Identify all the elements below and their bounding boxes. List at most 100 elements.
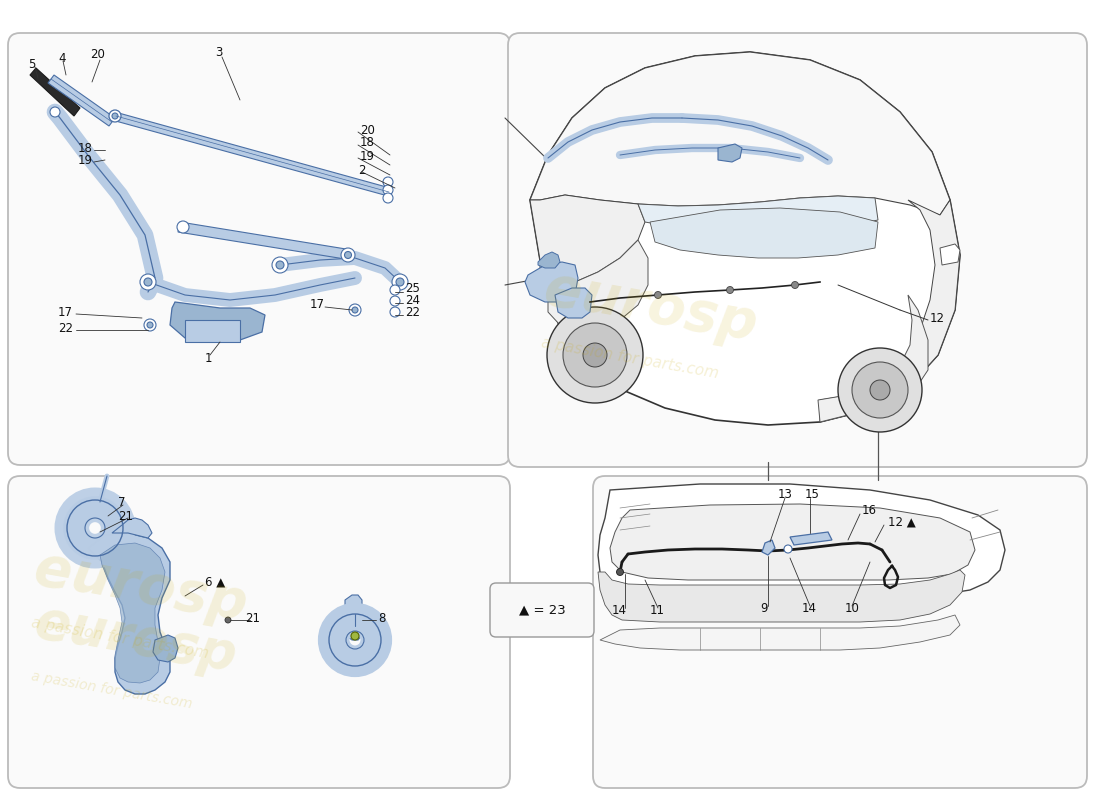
Circle shape bbox=[226, 617, 231, 623]
Polygon shape bbox=[610, 504, 975, 580]
Text: 10: 10 bbox=[845, 602, 860, 614]
Circle shape bbox=[726, 286, 734, 294]
Polygon shape bbox=[153, 635, 178, 662]
Text: eurosp: eurosp bbox=[30, 542, 252, 632]
Circle shape bbox=[276, 261, 284, 269]
Text: 4: 4 bbox=[58, 51, 66, 65]
Circle shape bbox=[870, 380, 890, 400]
Text: 17: 17 bbox=[310, 298, 324, 311]
Circle shape bbox=[838, 348, 922, 432]
Circle shape bbox=[396, 278, 404, 286]
Polygon shape bbox=[530, 52, 950, 215]
Polygon shape bbox=[718, 144, 743, 162]
Circle shape bbox=[792, 282, 799, 289]
Text: 6 ▲: 6 ▲ bbox=[205, 575, 225, 589]
FancyBboxPatch shape bbox=[508, 33, 1087, 467]
Circle shape bbox=[109, 110, 121, 122]
Circle shape bbox=[383, 193, 393, 203]
Text: 14: 14 bbox=[612, 603, 627, 617]
Text: 25: 25 bbox=[405, 282, 420, 294]
Text: 1: 1 bbox=[205, 351, 212, 365]
Polygon shape bbox=[170, 302, 265, 342]
Polygon shape bbox=[940, 244, 960, 265]
Polygon shape bbox=[112, 518, 152, 538]
Text: 12: 12 bbox=[930, 311, 945, 325]
Polygon shape bbox=[638, 196, 878, 234]
Circle shape bbox=[547, 307, 644, 403]
Polygon shape bbox=[540, 240, 648, 330]
Text: eurosp: eurosp bbox=[30, 596, 241, 683]
Text: 24: 24 bbox=[405, 294, 420, 306]
Circle shape bbox=[341, 248, 355, 262]
Polygon shape bbox=[762, 540, 776, 555]
Circle shape bbox=[349, 304, 361, 316]
Polygon shape bbox=[530, 52, 960, 425]
Text: 7: 7 bbox=[118, 495, 125, 509]
Text: 8: 8 bbox=[378, 611, 385, 625]
Circle shape bbox=[383, 177, 393, 187]
Polygon shape bbox=[178, 222, 352, 260]
Text: 18: 18 bbox=[360, 137, 375, 150]
Circle shape bbox=[563, 323, 627, 387]
Circle shape bbox=[140, 274, 156, 290]
Polygon shape bbox=[112, 112, 390, 196]
Text: 9: 9 bbox=[760, 602, 768, 614]
Polygon shape bbox=[650, 208, 878, 258]
Polygon shape bbox=[820, 200, 960, 422]
Text: 16: 16 bbox=[862, 503, 877, 517]
Text: 3: 3 bbox=[214, 46, 222, 58]
Polygon shape bbox=[30, 68, 80, 116]
Polygon shape bbox=[538, 252, 560, 268]
Circle shape bbox=[144, 319, 156, 331]
Circle shape bbox=[654, 291, 661, 298]
Polygon shape bbox=[598, 570, 965, 622]
Circle shape bbox=[112, 113, 118, 119]
FancyBboxPatch shape bbox=[8, 33, 510, 465]
Polygon shape bbox=[598, 484, 1005, 595]
Polygon shape bbox=[525, 262, 578, 302]
Text: 11: 11 bbox=[650, 603, 666, 617]
Circle shape bbox=[144, 278, 152, 286]
Text: 19: 19 bbox=[360, 150, 375, 162]
Polygon shape bbox=[100, 543, 165, 683]
Polygon shape bbox=[790, 532, 832, 545]
Text: 22: 22 bbox=[58, 322, 73, 334]
Circle shape bbox=[390, 307, 400, 317]
Circle shape bbox=[390, 285, 400, 295]
Text: 22: 22 bbox=[405, 306, 420, 318]
Text: ▲ = 23: ▲ = 23 bbox=[518, 603, 565, 617]
Text: 12 ▲: 12 ▲ bbox=[888, 515, 915, 529]
Circle shape bbox=[784, 545, 792, 553]
Text: 20: 20 bbox=[360, 123, 375, 137]
Circle shape bbox=[50, 107, 60, 117]
Text: 13: 13 bbox=[778, 487, 793, 501]
FancyBboxPatch shape bbox=[593, 476, 1087, 788]
Polygon shape bbox=[556, 288, 592, 318]
Circle shape bbox=[852, 362, 907, 418]
Circle shape bbox=[344, 251, 352, 258]
Circle shape bbox=[392, 274, 408, 290]
Circle shape bbox=[390, 296, 400, 306]
Text: 2: 2 bbox=[358, 163, 365, 177]
Text: 5: 5 bbox=[28, 58, 35, 71]
Text: 21: 21 bbox=[245, 611, 260, 625]
Text: 20: 20 bbox=[90, 49, 104, 62]
Text: a passion for parts.com: a passion for parts.com bbox=[540, 335, 719, 381]
Circle shape bbox=[616, 569, 624, 575]
Text: 15: 15 bbox=[805, 487, 820, 501]
Circle shape bbox=[352, 307, 358, 313]
Text: 19: 19 bbox=[78, 154, 94, 166]
Text: eurosp: eurosp bbox=[540, 262, 761, 352]
Text: a passion for parts.com: a passion for parts.com bbox=[30, 615, 210, 661]
Circle shape bbox=[583, 343, 607, 367]
Text: 21: 21 bbox=[118, 510, 133, 522]
Circle shape bbox=[147, 322, 153, 328]
FancyBboxPatch shape bbox=[8, 476, 510, 788]
Polygon shape bbox=[88, 533, 170, 694]
Circle shape bbox=[272, 257, 288, 273]
Text: 14: 14 bbox=[802, 602, 817, 614]
FancyBboxPatch shape bbox=[490, 583, 594, 637]
Polygon shape bbox=[345, 595, 362, 640]
Circle shape bbox=[351, 632, 359, 640]
Polygon shape bbox=[185, 320, 240, 342]
